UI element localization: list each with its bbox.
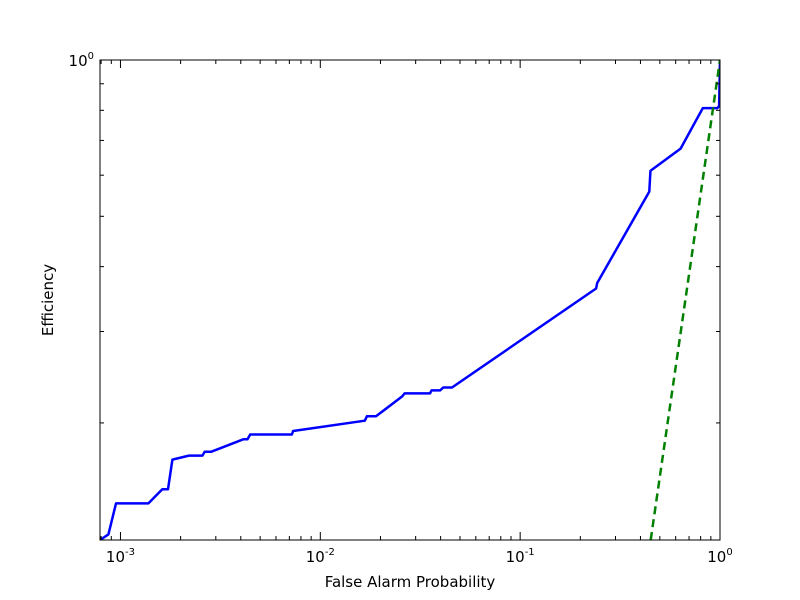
axis-ticks: 10-3 10-2 10-1 100 100 — [69, 51, 733, 566]
y-tick-label: 100 — [69, 51, 94, 70]
x-axis-label: False Alarm Probability — [325, 573, 496, 591]
x-tick-label: 10-1 — [506, 547, 535, 566]
efficiency-curve-line — [100, 60, 720, 540]
axes-frame — [99, 59, 721, 541]
x-tick-label: 10-3 — [106, 547, 135, 566]
x-tick-label: 100 — [707, 547, 732, 566]
y-axis-label: Efficiency — [39, 264, 57, 336]
reference-dashed-line — [649, 60, 720, 540]
plot-area — [100, 60, 720, 540]
x-tick-label: 10-2 — [306, 547, 335, 566]
